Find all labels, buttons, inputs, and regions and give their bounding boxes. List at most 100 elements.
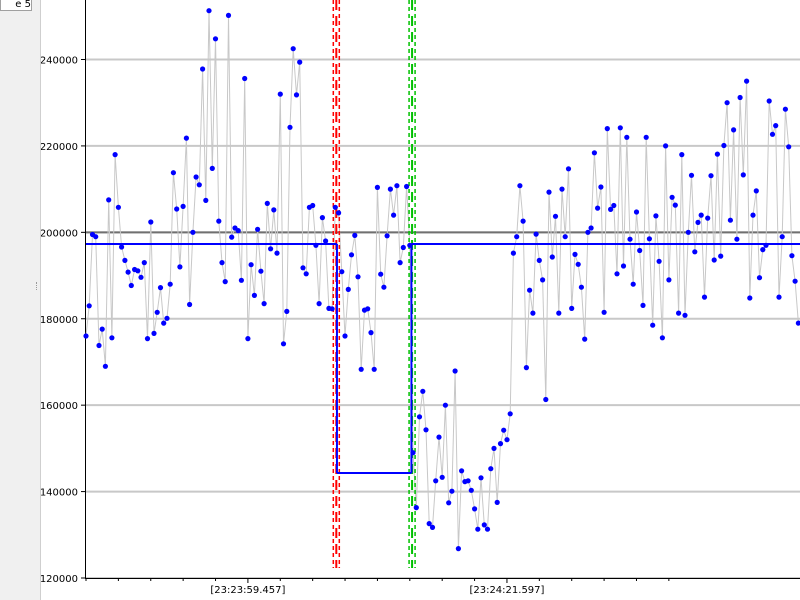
data-point xyxy=(284,308,290,314)
x-tick-label: [23:23:59.457] xyxy=(210,585,285,596)
data-point xyxy=(452,368,458,374)
data-point xyxy=(565,166,572,172)
data-point xyxy=(274,250,280,256)
data-point xyxy=(475,526,481,532)
data-point xyxy=(727,217,734,223)
data-point xyxy=(685,229,691,235)
data-point xyxy=(348,252,355,258)
data-point xyxy=(598,184,604,190)
data-point xyxy=(365,306,371,312)
data-point xyxy=(316,301,322,307)
data-point xyxy=(128,282,134,289)
data-point xyxy=(268,246,274,252)
data-point xyxy=(663,143,669,149)
data-point xyxy=(782,106,789,112)
data-point xyxy=(711,257,717,263)
data-point xyxy=(122,257,128,263)
data-point xyxy=(792,278,798,284)
data-point xyxy=(705,215,711,221)
data-point xyxy=(303,271,309,277)
data-point xyxy=(737,94,743,101)
data-point xyxy=(319,215,325,221)
data-point xyxy=(520,218,526,224)
point-layer xyxy=(83,8,800,552)
data-point xyxy=(472,506,478,512)
data-point xyxy=(190,229,196,235)
data-point xyxy=(174,206,180,212)
axis-layer: 120000 140000 160000 180000 200000 220000 2400… xyxy=(41,0,800,596)
data-point xyxy=(238,277,244,283)
data-point xyxy=(507,411,513,417)
data-point xyxy=(358,366,364,372)
data-point xyxy=(420,388,426,394)
data-point xyxy=(776,294,782,300)
data-point xyxy=(433,478,439,484)
data-point xyxy=(154,309,160,315)
data-point xyxy=(157,285,164,291)
data-point xyxy=(481,522,487,528)
data-point xyxy=(394,183,400,189)
data-point xyxy=(374,184,380,190)
data-point xyxy=(760,247,766,253)
tab-stub[interactable]: e 5 xyxy=(0,0,32,11)
data-point xyxy=(277,91,283,97)
data-point xyxy=(494,499,500,505)
data-point xyxy=(397,260,403,266)
data-point xyxy=(523,365,529,371)
data-point xyxy=(410,450,416,456)
data-point xyxy=(640,302,646,308)
data-point xyxy=(484,526,491,532)
data-point xyxy=(789,253,795,259)
data-point xyxy=(575,261,581,267)
data-point xyxy=(750,212,756,218)
data-point xyxy=(381,284,387,290)
data-point xyxy=(517,183,523,189)
data-point xyxy=(753,188,759,194)
data-point xyxy=(744,78,750,84)
data-point xyxy=(387,186,393,192)
data-point xyxy=(721,142,727,149)
data-point xyxy=(718,253,724,259)
data-point xyxy=(167,281,173,287)
data-point xyxy=(255,226,261,232)
data-point xyxy=(510,250,516,256)
data-point xyxy=(378,271,384,277)
data-point xyxy=(180,203,186,209)
data-point xyxy=(578,284,585,290)
splitter-grip[interactable] xyxy=(36,282,39,290)
data-point xyxy=(633,209,640,215)
data-point xyxy=(588,225,594,231)
tab-label: e 5 xyxy=(15,0,31,10)
data-point xyxy=(242,75,248,82)
data-point xyxy=(504,437,510,443)
data-point xyxy=(426,521,432,527)
data-point xyxy=(527,287,533,293)
data-point xyxy=(582,336,588,342)
data-point xyxy=(391,212,397,218)
data-point xyxy=(248,262,254,268)
data-point xyxy=(446,500,452,506)
data-point xyxy=(552,213,559,219)
data-point xyxy=(293,92,300,98)
data-point xyxy=(562,234,568,240)
data-point xyxy=(177,264,183,270)
data-point xyxy=(491,445,497,451)
data-point xyxy=(653,213,659,219)
data-point xyxy=(125,269,131,275)
data-point xyxy=(413,505,419,511)
data-point xyxy=(695,219,701,225)
data-point xyxy=(112,152,118,158)
data-point xyxy=(229,234,235,240)
data-point xyxy=(368,330,374,336)
data-point xyxy=(591,150,598,156)
data-point xyxy=(261,301,267,307)
data-point xyxy=(212,36,219,42)
data-point xyxy=(569,305,575,311)
data-point xyxy=(672,202,678,208)
data-point xyxy=(585,229,591,235)
data-point xyxy=(407,242,413,248)
data-point xyxy=(200,66,206,72)
data-point xyxy=(478,475,484,481)
data-point xyxy=(297,59,303,65)
data-point xyxy=(465,478,471,484)
